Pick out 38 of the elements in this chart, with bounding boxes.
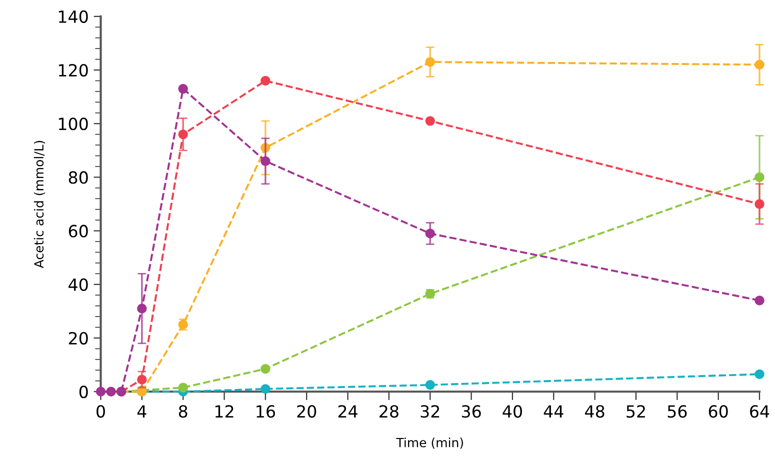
x-axis-title: Time (min) (396, 438, 463, 449)
y-tick-label: 100 (58, 118, 88, 130)
x-tick-label: 0 (96, 405, 105, 418)
x-tick-label: 48 (585, 405, 604, 418)
point (106, 386, 116, 396)
point (754, 369, 764, 380)
y-tick-label: 0 (79, 386, 88, 398)
x-tick-label: 16 (256, 405, 275, 418)
point (425, 116, 435, 126)
x-tick-label: 64 (750, 405, 770, 418)
x-tick-label: 4 (137, 405, 146, 418)
x-tick-label: 52 (626, 405, 645, 418)
x-tick-label: 24 (338, 405, 358, 418)
point (260, 76, 270, 86)
x-tick-label: 28 (380, 405, 398, 418)
y-tick-label: 40 (68, 278, 88, 291)
point (178, 382, 188, 392)
x-tick-label: 56 (668, 405, 687, 418)
x-tick-label: 36 (462, 405, 481, 418)
y-tick-label: 20 (68, 332, 88, 345)
y-tick-label: 140 (58, 10, 88, 23)
x-tick-label: 12 (215, 405, 234, 418)
point (425, 380, 435, 390)
y-axis-title: Acetic acid (mmol/L) (34, 140, 46, 268)
x-tick-label: 20 (297, 405, 316, 418)
x-tick-label: 8 (178, 405, 188, 418)
point (260, 384, 270, 394)
y-tick-label: 60 (68, 224, 88, 238)
x-tick-label: 44 (544, 405, 564, 418)
point (96, 386, 106, 396)
point (260, 364, 270, 374)
y-tick-label: 80 (68, 171, 88, 184)
x-tick-label: 32 (420, 405, 440, 418)
point (754, 296, 764, 306)
point (178, 84, 188, 94)
x-tick-label: 60 (708, 405, 728, 418)
y-tick-label: 120 (58, 64, 88, 77)
x-tick-label: 40 (502, 405, 522, 418)
